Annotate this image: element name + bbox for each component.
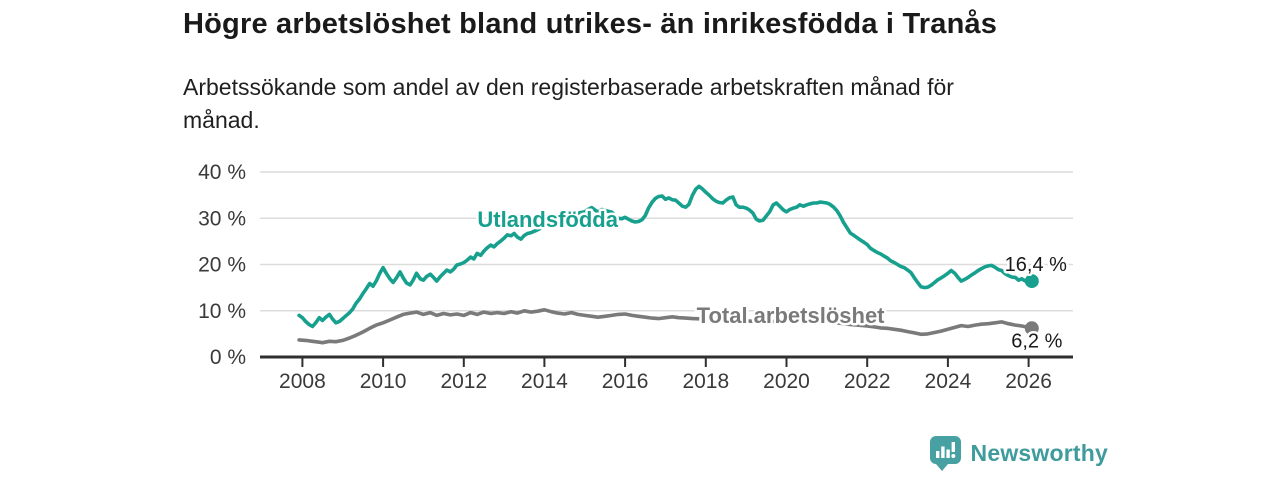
chart-subtitle: Arbetssökande som andel av den registerb… (183, 71, 1083, 137)
chart-subtitle-line2: månad. (183, 107, 260, 133)
x-tick-label: 2012 (440, 370, 487, 393)
series-total (297, 307, 1039, 345)
series-line-total (297, 307, 1034, 345)
series-annotations-total: Total arbetslöshet 6,2 % (694, 300, 1065, 354)
end-dot-total (1024, 321, 1039, 336)
y-tick-label: 10 % (198, 300, 246, 323)
speech-bubble-shape (929, 436, 961, 471)
x-tick-label: 2008 (279, 370, 326, 393)
y-tick-label: 0 % (210, 346, 246, 369)
y-tick-label: 40 % (198, 161, 246, 184)
gridlines (260, 171, 1073, 312)
x-tick-label: 2024 (925, 370, 972, 393)
x-tick-label: 2010 (360, 370, 407, 393)
newsworthy-wordmark: Newsworthy (970, 440, 1108, 466)
end-dot-utlandsfodda (1024, 274, 1039, 289)
newsworthy-logo: Newsworthy (929, 435, 1108, 472)
bar-chart-glyph (935, 442, 955, 458)
series-annotations-utlandsfodda: Utlandsfödda 16,4 % (475, 205, 1070, 279)
chart-subtitle-line1: Arbetssökande som andel av den registerb… (183, 74, 954, 100)
series-utlandsfodda (297, 184, 1039, 329)
chart-title: Högre arbetslöshet bland utrikes- än inr… (183, 8, 998, 40)
y-tick-label: 30 % (198, 207, 246, 230)
series-label-utlandsfodda: Utlandsfödda (477, 207, 618, 232)
x-tick-label: 2018 (682, 370, 729, 393)
y-axis: 0 % 10 % 20 % 30 % 40 % (198, 161, 246, 369)
x-tick-label: 2026 (1005, 370, 1052, 393)
x-axis: 2008 2010 2012 2014 2016 2018 2020 2022 2024 2026 (260, 355, 1073, 393)
bar-chart-speech-bubble-icon (929, 436, 961, 471)
series-line-utlandsfodda (297, 184, 1034, 329)
end-value-label-utlandsfodda: 16,4 % (1005, 254, 1067, 276)
x-tick-label: 2014 (521, 370, 568, 393)
x-tick-label: 2020 (763, 370, 810, 393)
x-tick-label: 2022 (844, 370, 891, 393)
end-value-label-total: 6,2 % (1011, 330, 1062, 352)
series-label-total: Total arbetslöshet (697, 303, 886, 328)
x-tick-label: 2016 (602, 370, 649, 393)
y-tick-label: 20 % (198, 254, 246, 277)
